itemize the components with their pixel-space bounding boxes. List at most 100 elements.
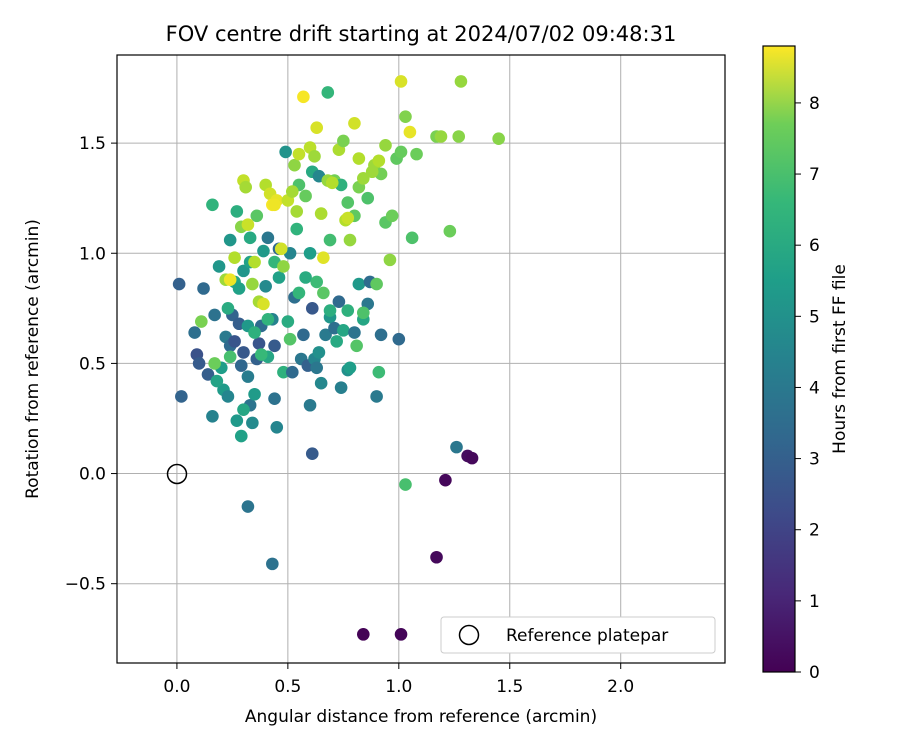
scatter-point (237, 403, 250, 416)
scatter-point (492, 132, 505, 146)
scatter-point (297, 90, 310, 104)
colorbar-tick-label: 3 (809, 450, 820, 470)
scatter-point (268, 198, 281, 212)
legend-marker (458, 624, 480, 646)
scatter-point (221, 302, 235, 315)
scatter-point (374, 328, 388, 342)
scatter-point (357, 172, 370, 185)
scatter-point (230, 414, 244, 427)
scatter-point (465, 451, 479, 465)
x-axis-ticks: 0.0 0.5 1.0 1.5 2.0 (163, 663, 634, 697)
scatter-point (232, 282, 246, 295)
scatter-point (439, 473, 452, 487)
scatter-point (310, 121, 324, 134)
scatter-point (341, 304, 355, 317)
scatter-point (228, 335, 241, 348)
scatter-point (290, 222, 304, 236)
scatter-point (172, 277, 186, 291)
x-tick-label: 0.0 (163, 677, 190, 697)
scatter-point (352, 277, 366, 291)
scatter-point (237, 346, 250, 359)
scatter-point (452, 130, 466, 143)
x-tick-label: 2.0 (607, 677, 634, 697)
x-axis-label: Angular distance from reference (arcmin) (245, 707, 597, 727)
y-tick-label: 0.0 (79, 465, 106, 485)
scatter-point (206, 409, 219, 423)
scatter-point (188, 326, 201, 339)
scatter-point (208, 308, 221, 322)
scatter-point (223, 273, 237, 286)
scatter-point (266, 557, 279, 571)
x-tick-label: 1.5 (496, 677, 523, 697)
scatter-point (450, 440, 463, 454)
scatter-point (334, 381, 348, 394)
scatter-point (341, 196, 355, 209)
scatter-point (370, 390, 383, 403)
scatter-point (372, 365, 386, 379)
scatter-point (303, 398, 317, 412)
plot-frame (116, 54, 726, 664)
scatter-point (292, 147, 306, 161)
scatter-point (343, 361, 357, 375)
scatter-point (310, 275, 324, 289)
scatter-point (234, 359, 248, 372)
scatter-point (201, 368, 215, 381)
scatter-point (314, 207, 328, 220)
colorbar-tick-label: 8 (809, 94, 820, 114)
scatter-point (277, 260, 290, 273)
grid-lines (117, 55, 725, 663)
scatter-point (399, 110, 412, 123)
scatter-point (317, 286, 330, 300)
colorbar-tick-label: 7 (809, 165, 820, 185)
scatter-point (337, 324, 350, 337)
scatter-point (305, 447, 319, 461)
scatter-point (341, 211, 355, 225)
scatter-point (252, 337, 266, 350)
chart-title: FOV centre drift starting at 2024/07/02 … (166, 22, 677, 46)
scatter-point (283, 332, 297, 346)
scatter-point (399, 478, 412, 491)
scatter-point (343, 233, 357, 247)
scatter-point (394, 628, 408, 641)
data-points (172, 75, 505, 641)
scatter-point (392, 332, 406, 346)
scatter-point (241, 500, 255, 513)
scatter-point (257, 244, 270, 258)
scatter-point (454, 75, 468, 88)
scatter-point (261, 313, 275, 326)
legend-box (440, 616, 716, 654)
scatter-point (272, 271, 286, 284)
scatter-point (299, 271, 312, 284)
scatter-point (394, 145, 408, 159)
scatter-point (337, 134, 350, 148)
scatter-point (394, 75, 408, 88)
scatter-point (259, 280, 272, 293)
colorbar-label: Hours from first FF file (830, 264, 850, 454)
y-axis-ticks: −0.5 0.0 0.5 1.0 1.5 (65, 134, 117, 595)
scatter-point (330, 335, 343, 348)
scatter-point (279, 145, 292, 159)
scatter-point (379, 139, 392, 152)
scatter-point (352, 152, 366, 165)
scatter-point (405, 231, 419, 245)
scatter-point (257, 297, 270, 311)
scatter-point (210, 374, 224, 388)
scatter-point (234, 429, 248, 443)
scatter-point (237, 264, 250, 278)
colorbar-tick-label: 1 (809, 592, 820, 612)
scatter-point (221, 390, 235, 403)
x-tick-label: 0.5 (274, 677, 301, 697)
scatter-point (248, 387, 261, 401)
colorbar-tick-label: 5 (809, 307, 820, 327)
colorbar-tick-label: 4 (809, 378, 820, 398)
scatter-point (241, 218, 255, 231)
scatter-point (248, 326, 261, 339)
scatter-point (348, 116, 361, 130)
y-tick-label: −0.5 (65, 575, 106, 595)
y-tick-label: 1.0 (79, 244, 106, 264)
x-tick-label: 1.0 (385, 677, 412, 697)
y-axis-label: Rotation from reference (arcmin) (23, 219, 43, 499)
scatter-point (195, 315, 208, 328)
scatter-point (228, 251, 241, 264)
